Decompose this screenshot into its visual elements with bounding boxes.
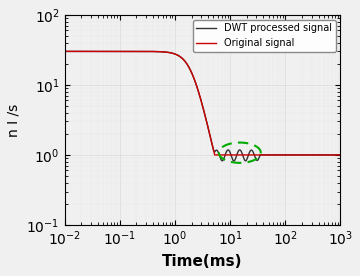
Original signal	[212, 153, 217, 156]
DWT processed signal	[333, 153, 337, 156]
Original signal	[168, 51, 172, 54]
DWT processed signal	[232, 159, 236, 163]
DWT processed signal	[303, 153, 307, 156]
Line: Original signal: Original signal	[64, 51, 341, 155]
Original signal	[62, 50, 67, 53]
DWT processed signal	[180, 57, 184, 60]
Line: DWT processed signal: DWT processed signal	[64, 51, 341, 161]
DWT processed signal	[110, 50, 114, 53]
Original signal	[180, 57, 184, 60]
Original signal	[94, 50, 98, 53]
DWT processed signal	[338, 153, 343, 156]
Original signal	[303, 153, 307, 156]
X-axis label: Time(ms): Time(ms)	[162, 254, 243, 269]
Original signal	[333, 153, 337, 156]
Original signal	[338, 153, 343, 156]
DWT processed signal	[62, 50, 67, 53]
Legend: DWT processed signal, Original signal: DWT processed signal, Original signal	[193, 20, 336, 52]
DWT processed signal	[168, 51, 172, 54]
Y-axis label: n I /s: n I /s	[7, 103, 21, 137]
Original signal	[110, 50, 114, 53]
DWT processed signal	[94, 50, 98, 53]
